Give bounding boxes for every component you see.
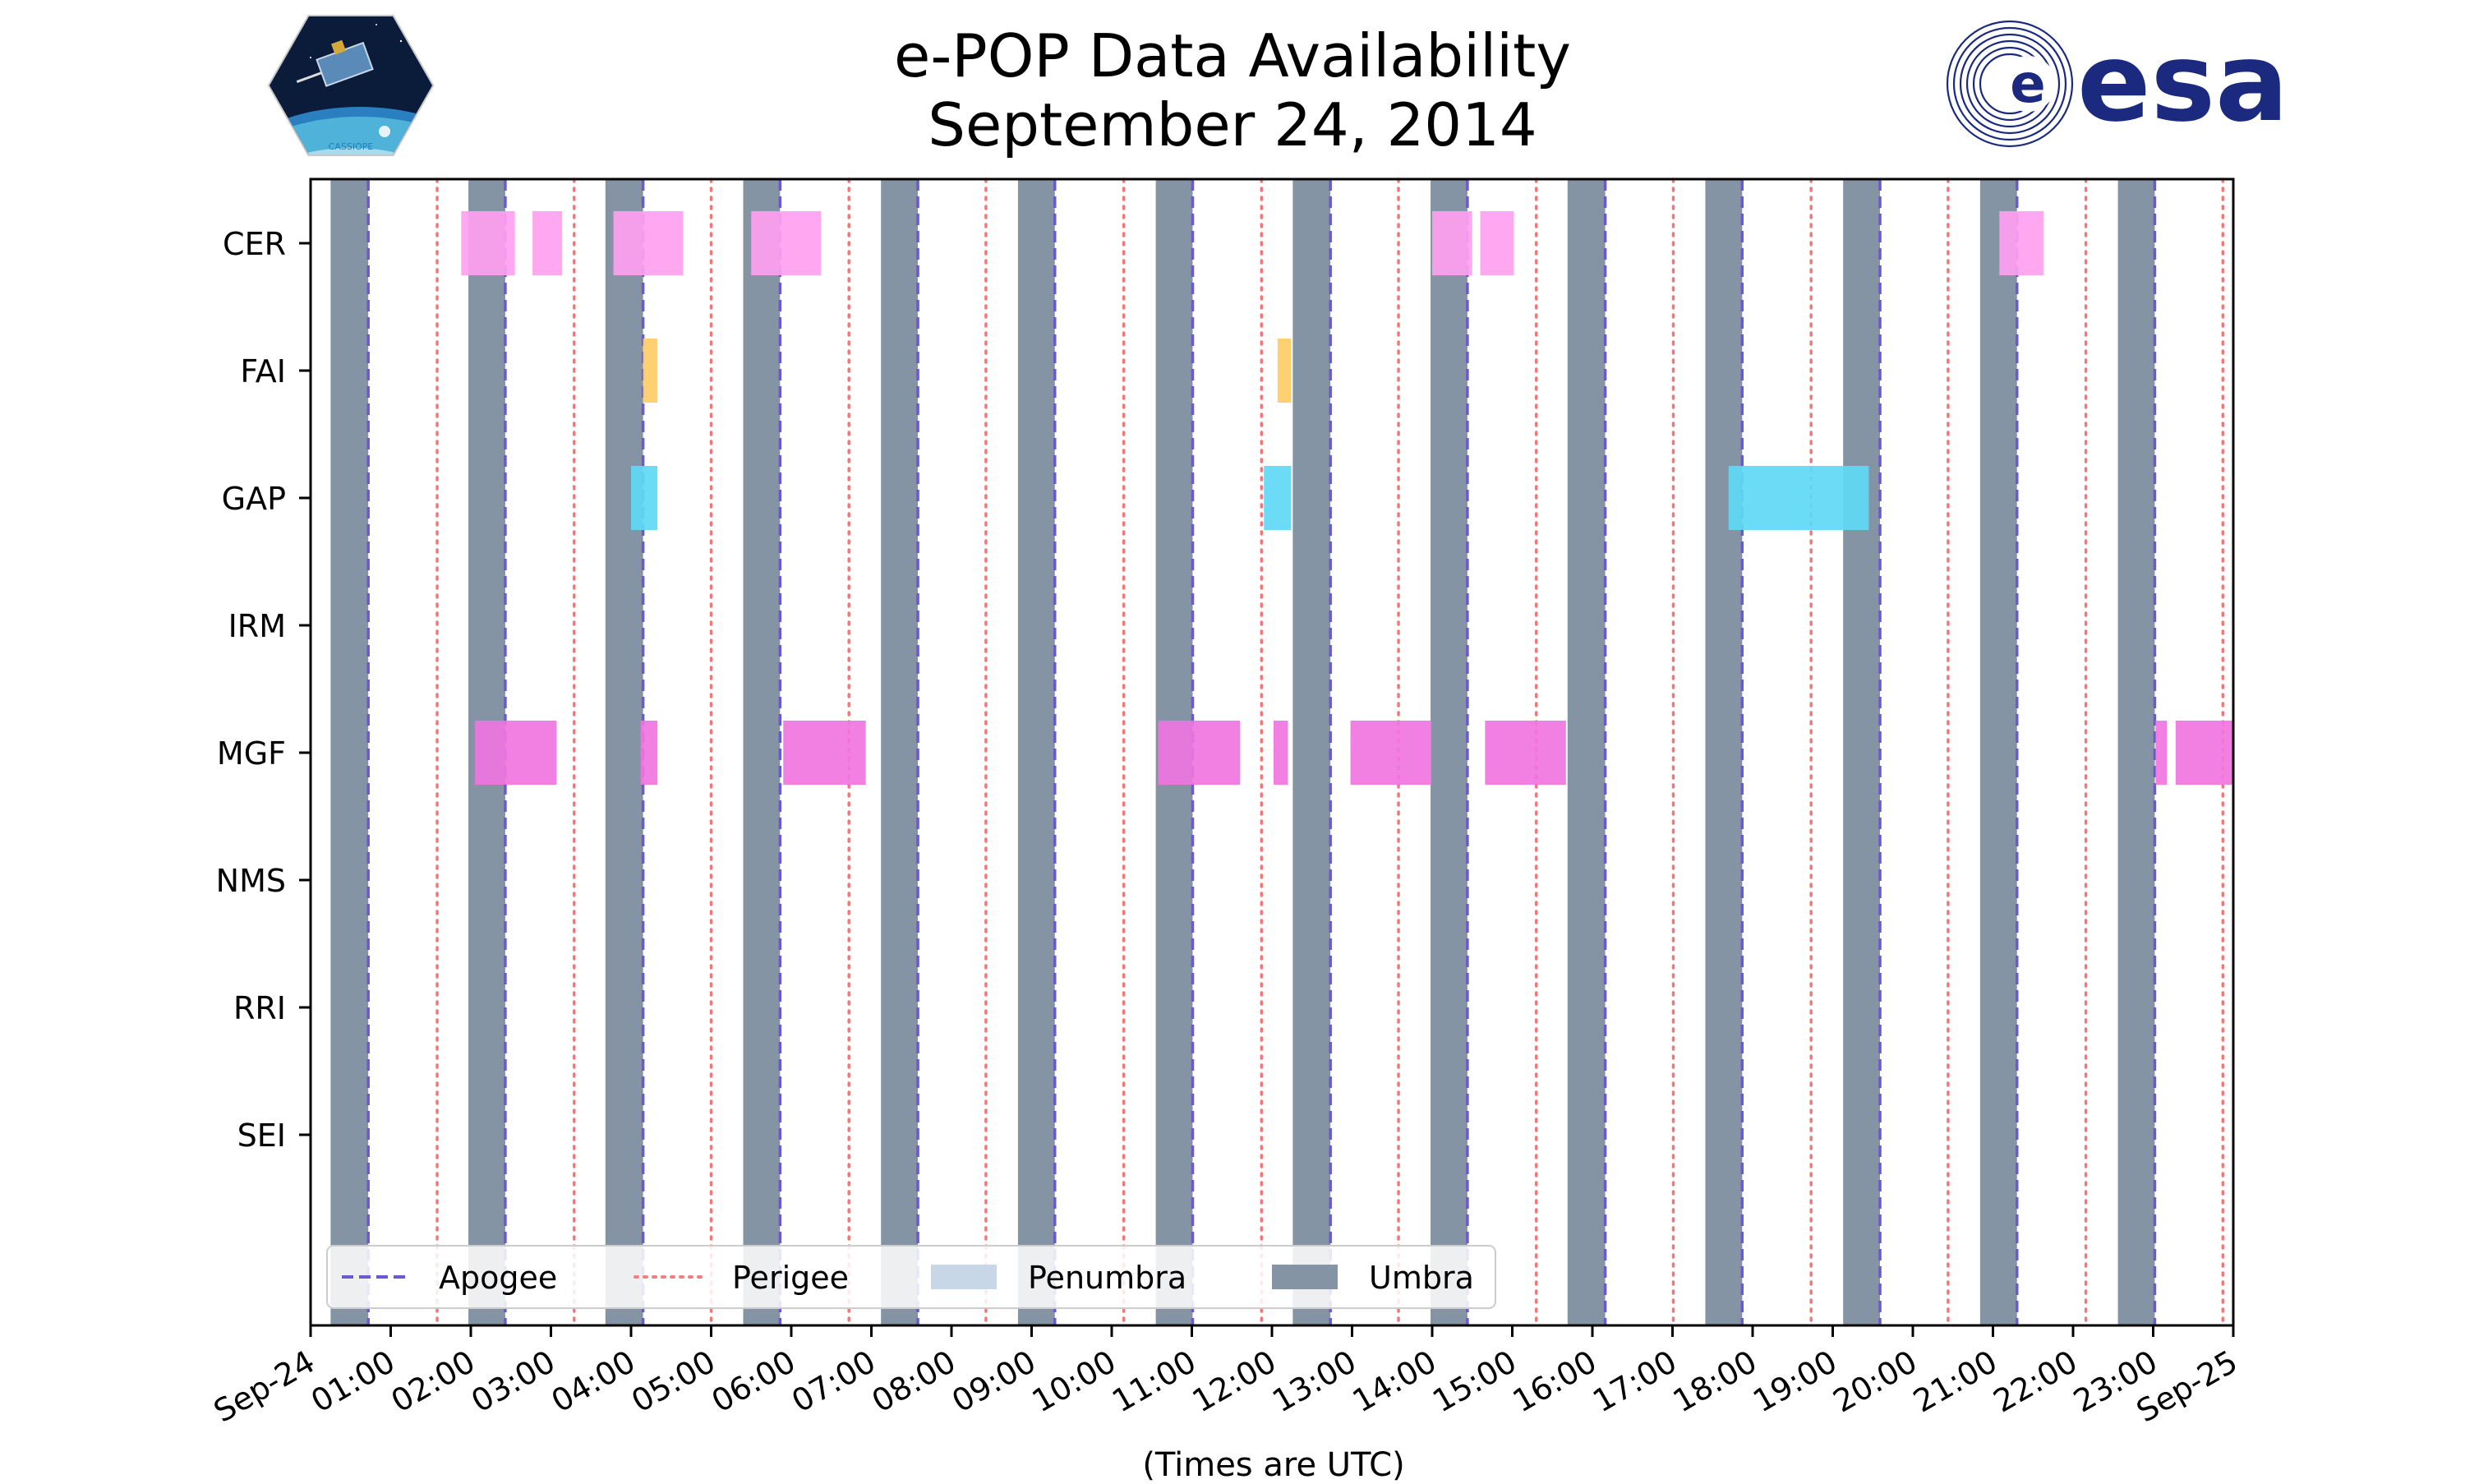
x-tick-label-1: 01:00: [305, 1343, 401, 1420]
x-tick-label-0: Sep-24: [208, 1343, 321, 1430]
umbra-band-0: [330, 179, 369, 1325]
chart-title-line-1: e-POP Data Availability: [894, 21, 1571, 90]
bar-mgf-1: [640, 721, 658, 785]
y-tick-label-sei: SEI: [237, 1118, 286, 1154]
umbra-band-2: [605, 179, 643, 1325]
bar-cer-0: [461, 211, 515, 275]
umbra-band-11: [1843, 179, 1881, 1325]
x-tick-label-16: 16:00: [1507, 1343, 1603, 1420]
x-tick-label-6: 06:00: [706, 1343, 802, 1420]
y-axis: CER FAI GAP IRM MGF NMS RRI SEI: [216, 226, 311, 1154]
x-tick-label-15: 15:00: [1426, 1343, 1523, 1420]
legend-swatch-penumbra: [931, 1265, 997, 1289]
x-tick-label-17: 17:00: [1587, 1343, 1683, 1420]
esa-logo-text: esa: [2077, 20, 2288, 146]
bar-cer-2: [613, 211, 684, 275]
y-tick-label-cer: CER: [223, 226, 286, 262]
bar-gap-1: [1264, 466, 1292, 530]
x-tick-label-10: 10:00: [1026, 1343, 1122, 1420]
y-tick-label-gap: GAP: [222, 481, 286, 517]
x-tick-label-4: 04:00: [546, 1343, 642, 1420]
legend-swatch-umbra: [1272, 1265, 1338, 1289]
bar-cer-5: [1480, 211, 1514, 275]
bar-gap-0: [631, 466, 658, 530]
availability-bars: [461, 211, 2233, 785]
bar-gap-2: [1728, 466, 1869, 530]
bar-mgf-2: [783, 721, 866, 785]
umbra-band-10: [1705, 179, 1743, 1325]
x-tick-label-3: 03:00: [465, 1343, 561, 1420]
legend-label-penumbra: Penumbra: [1028, 1260, 1186, 1296]
bar-mgf-3: [1158, 721, 1240, 785]
y-tick-label-mgf: MGF: [217, 735, 286, 772]
x-tick-label-19: 19:00: [1747, 1343, 1843, 1420]
bar-mgf-8: [2175, 721, 2233, 785]
umbra-band-4: [881, 179, 919, 1325]
x-tick-label-14: 14:00: [1347, 1343, 1443, 1420]
x-tick-label-5: 05:00: [625, 1343, 721, 1420]
x-tick-label-21: 21:00: [1907, 1343, 2003, 1420]
cassiope-logo-text: CASSIOPE: [329, 141, 374, 152]
bar-cer-4: [1432, 211, 1472, 275]
x-tick-label-9: 09:00: [946, 1343, 1042, 1420]
legend-label-umbra: Umbra: [1369, 1260, 1474, 1296]
umbra-band-5: [1017, 179, 1055, 1325]
x-tick-label-13: 13:00: [1266, 1343, 1362, 1420]
x-tick-label-2: 02:00: [385, 1343, 481, 1420]
y-tick-label-rri: RRI: [233, 990, 286, 1026]
bar-fai-0: [643, 339, 658, 403]
legend-label-apogee: Apogee: [439, 1260, 557, 1296]
umbra-band-8: [1431, 179, 1467, 1325]
x-tick-label-18: 18:00: [1667, 1343, 1763, 1420]
umbra-band-12: [1979, 179, 2017, 1325]
x-axis: Sep-2401:0002:0003:0004:0005:0006:0007:0…: [208, 1325, 2244, 1430]
bar-mgf-0: [474, 721, 557, 785]
bar-mgf-6: [1485, 721, 1566, 785]
legend-box: [326, 1245, 1496, 1309]
x-tick-label-7: 07:00: [786, 1343, 882, 1420]
umbra-band-7: [1292, 179, 1331, 1325]
bar-cer-1: [532, 211, 563, 275]
x-tick-label-12: 12:00: [1186, 1343, 1283, 1420]
legend-label-perigee: Perigee: [732, 1260, 849, 1296]
umbra-band-9: [1567, 179, 1606, 1325]
x-axis-label: (Times are UTC): [1142, 1446, 1405, 1484]
bar-cer-6: [1999, 211, 2043, 275]
x-tick-label-11: 11:00: [1106, 1343, 1202, 1420]
y-tick-label-nms: NMS: [216, 863, 286, 899]
cassiope-logo: CASSIOPE: [267, 15, 435, 156]
x-tick-label-8: 08:00: [866, 1343, 962, 1420]
axes-frame: [309, 177, 2235, 1327]
bar-mgf-5: [1350, 721, 1432, 785]
bar-fai-1: [1277, 339, 1292, 403]
y-tick-label-fai: FAI: [240, 353, 286, 389]
esa-logo: e esa: [1946, 20, 2288, 148]
x-tick-label-20: 20:00: [1827, 1343, 1924, 1420]
legend: Apogee Perigee Penumbra Umbra: [326, 1245, 1496, 1309]
x-tick-label-22: 22:00: [1988, 1343, 2084, 1420]
bar-cer-3: [751, 211, 822, 275]
umbra-bands: [330, 179, 2155, 1325]
umbra-band-13: [2117, 179, 2155, 1325]
y-tick-label-irm: IRM: [228, 608, 286, 644]
bar-mgf-7: [2155, 721, 2168, 785]
umbra-band-3: [743, 179, 781, 1325]
svg-text:e: e: [2010, 54, 2045, 115]
chart-title-line-2: September 24, 2014: [928, 90, 1537, 159]
bar-mgf-4: [1273, 721, 1288, 785]
